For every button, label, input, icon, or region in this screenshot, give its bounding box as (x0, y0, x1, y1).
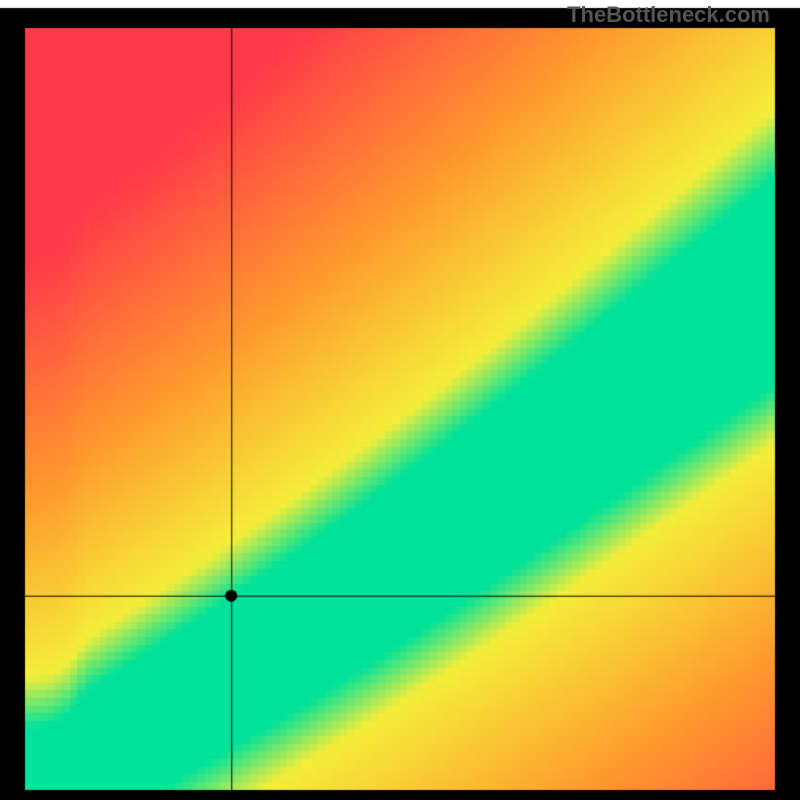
chart-container: TheBottleneck.com (0, 0, 800, 800)
heatmap-canvas (0, 0, 800, 800)
chart-frame (0, 0, 800, 800)
watermark-text: TheBottleneck.com (567, 2, 770, 28)
